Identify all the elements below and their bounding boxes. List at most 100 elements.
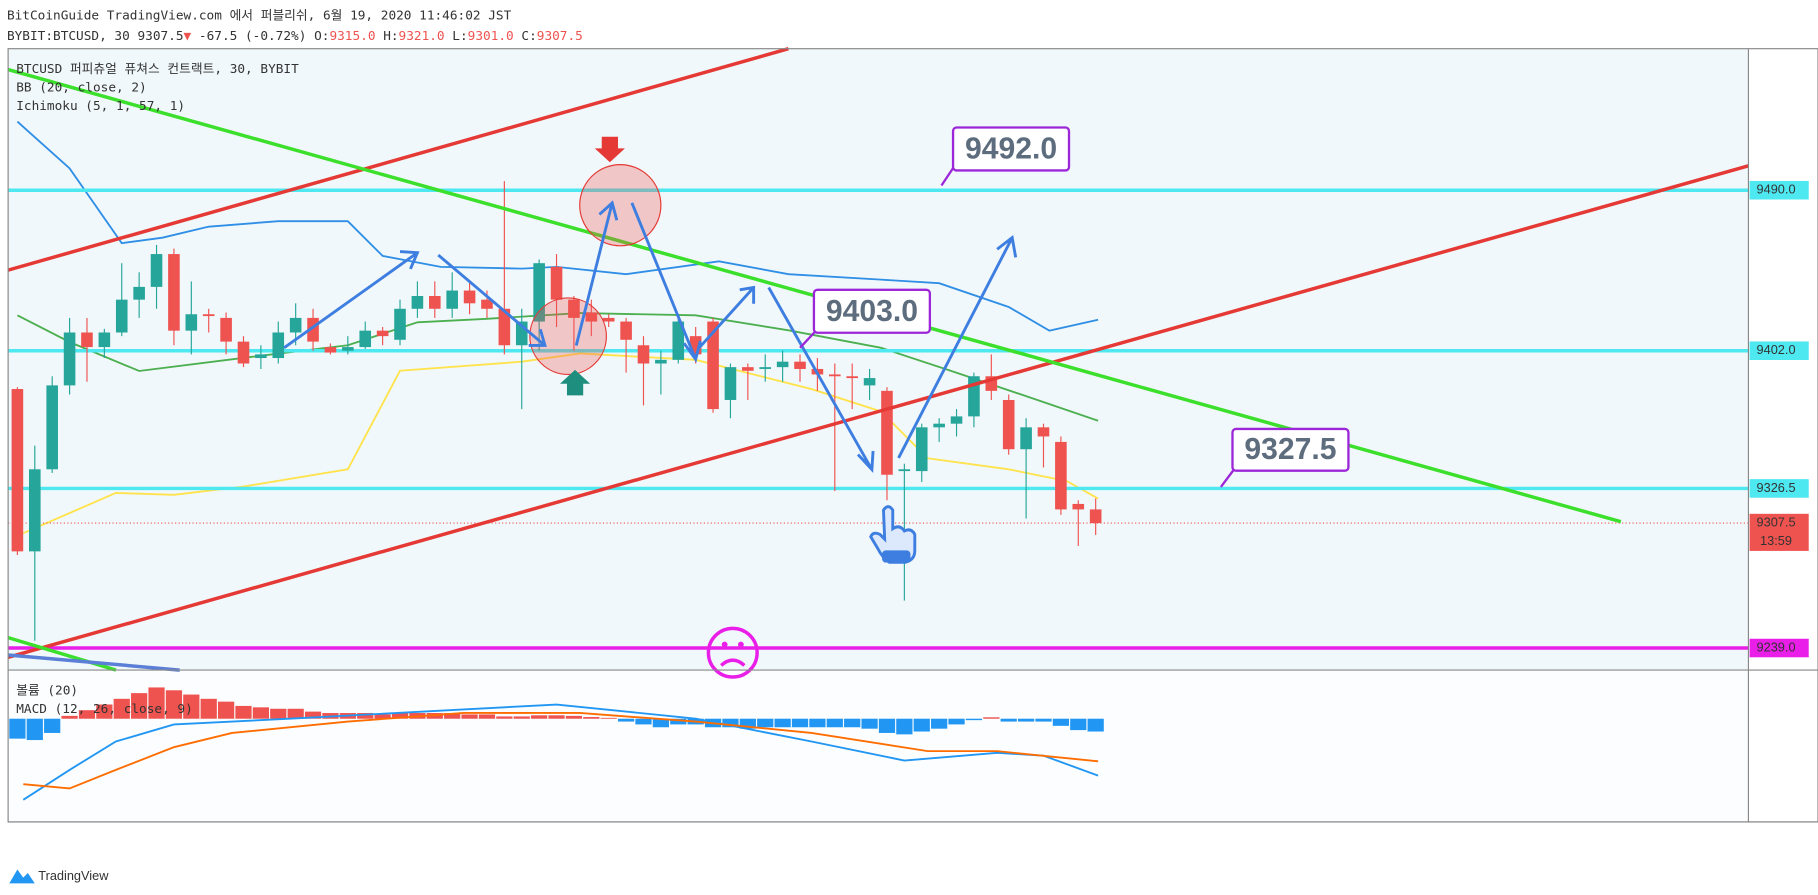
ohlc-value: 9321.0 bbox=[399, 28, 445, 43]
ohlc-key: C: bbox=[521, 28, 536, 43]
candle-body bbox=[881, 390, 893, 475]
callout: 9327.5 bbox=[1219, 427, 1350, 488]
candle-body bbox=[115, 299, 128, 333]
candle-body bbox=[394, 308, 406, 340]
drawings: 9492.0 9403.0 9327.5 bbox=[7, 47, 1749, 679]
macd-pane bbox=[8, 670, 1749, 822]
legend-entry: 볼륨 (20) bbox=[16, 683, 78, 698]
axes bbox=[7, 48, 1818, 823]
candle-body bbox=[985, 376, 998, 391]
histogram-bar bbox=[513, 716, 530, 719]
histogram-bar bbox=[826, 718, 843, 728]
arrow bbox=[698, 285, 756, 349]
candle-body bbox=[1020, 427, 1032, 450]
candle-body bbox=[255, 354, 267, 359]
histogram-bar bbox=[374, 714, 391, 719]
histogram-bar bbox=[965, 718, 983, 721]
histogram-bar bbox=[270, 708, 287, 719]
histogram-bar bbox=[131, 693, 148, 719]
histogram-bar bbox=[1035, 718, 1052, 722]
histogram-bar bbox=[583, 717, 600, 719]
highlight-circle bbox=[529, 297, 607, 376]
histogram-bar bbox=[861, 718, 878, 729]
indicator-line bbox=[22, 703, 1099, 801]
sad-face-eye bbox=[721, 641, 728, 648]
candle-body bbox=[620, 321, 632, 340]
candles bbox=[11, 181, 1102, 641]
indicator-line bbox=[16, 120, 1099, 332]
candle-body bbox=[46, 385, 58, 470]
histogram-bar bbox=[44, 718, 61, 733]
histogram-bar bbox=[774, 718, 791, 728]
candle-body bbox=[1072, 503, 1085, 510]
histogram-bar bbox=[635, 718, 652, 725]
histogram-bar bbox=[217, 701, 235, 719]
candle-body bbox=[342, 347, 354, 351]
histogram-bar bbox=[96, 704, 113, 719]
histogram-bar bbox=[757, 718, 774, 728]
histogram-bar bbox=[9, 718, 26, 739]
price-tag bbox=[1749, 638, 1809, 658]
candle-body bbox=[1055, 441, 1067, 510]
candle-body bbox=[863, 378, 876, 386]
histogram-bar bbox=[617, 718, 635, 722]
candle-body bbox=[220, 317, 232, 342]
candle-body bbox=[11, 389, 24, 552]
histogram-bar bbox=[496, 716, 513, 719]
arrow bbox=[767, 286, 875, 474]
candle-body bbox=[1002, 399, 1015, 450]
candle-body bbox=[63, 332, 76, 386]
histogram-bar bbox=[652, 718, 669, 728]
change: -67.5 (-0.72%) bbox=[199, 28, 306, 43]
candle-body bbox=[776, 361, 789, 368]
callout-label: 9403.0 bbox=[826, 295, 918, 328]
candle-body bbox=[828, 374, 841, 377]
highlight-circle bbox=[579, 164, 662, 247]
histogram-bar bbox=[357, 713, 374, 719]
candle-body bbox=[742, 367, 754, 371]
histogram-bar bbox=[531, 715, 548, 719]
histogram-bar bbox=[252, 707, 269, 719]
histogram-bar bbox=[722, 718, 739, 728]
histogram-bar bbox=[739, 718, 756, 729]
candle-body bbox=[98, 332, 111, 348]
candle-body bbox=[237, 341, 250, 364]
legend-entry: BTCUSD 퍼피츄얼 퓨쳐스 컨트랙트, 30, BYBIT bbox=[16, 62, 299, 77]
candle-body bbox=[324, 347, 337, 353]
histogram-bar bbox=[200, 698, 217, 719]
callout-label: 9492.0 bbox=[965, 133, 1057, 166]
legend-entry: Ichimoku (5, 1, 57, 1) bbox=[16, 99, 185, 114]
histogram-bar bbox=[600, 717, 617, 719]
candle-body bbox=[846, 376, 858, 379]
candle-body bbox=[968, 376, 980, 417]
arrow bbox=[283, 250, 420, 349]
symbol: BYBIT:BTCUSD, 30 bbox=[7, 28, 130, 43]
down-arrow-icon bbox=[594, 136, 625, 163]
price-tag-label: 9402.0 bbox=[1757, 342, 1796, 357]
candle-body bbox=[150, 254, 163, 287]
histogram-bar bbox=[287, 708, 304, 719]
indicator-line bbox=[22, 352, 1099, 535]
histogram-bar bbox=[1087, 718, 1104, 732]
histogram-bar bbox=[478, 714, 496, 719]
up-arrow-icon bbox=[560, 369, 591, 396]
histogram-bar bbox=[913, 718, 930, 732]
candle-body bbox=[289, 317, 302, 333]
ohlc-key: L: bbox=[452, 28, 467, 43]
legend-entry: BB (20, close, 2) bbox=[16, 81, 147, 96]
histogram-bar bbox=[391, 713, 409, 719]
price-tag-label: 9326.5 bbox=[1757, 480, 1796, 495]
trend-line bbox=[7, 47, 789, 272]
price-tag-label: 9239.0 bbox=[1757, 639, 1796, 654]
candle-body bbox=[759, 367, 772, 369]
countdown: 13:59 bbox=[1760, 533, 1792, 548]
candle-body bbox=[672, 321, 685, 360]
candle-body bbox=[533, 263, 545, 322]
callout: 9492.0 bbox=[940, 126, 1071, 187]
price-tag-label: 9490.0 bbox=[1757, 182, 1796, 197]
macd bbox=[9, 687, 1104, 801]
header-quote: BYBIT:BTCUSD, 30 9307.5▼ -67.5 (-0.72%) … bbox=[7, 28, 583, 43]
candle-body bbox=[898, 469, 911, 472]
histogram-bar bbox=[983, 717, 1000, 719]
